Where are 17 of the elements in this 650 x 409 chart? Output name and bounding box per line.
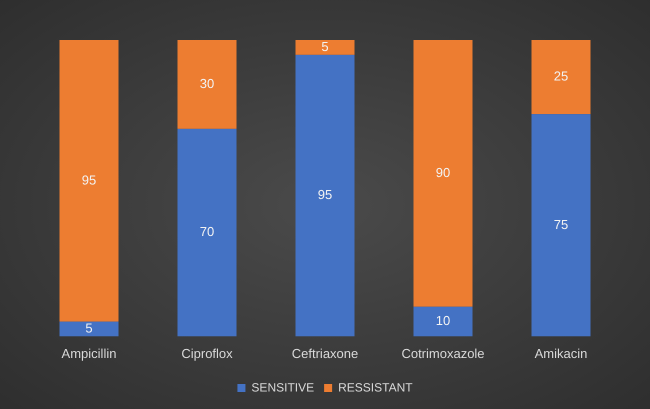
data-label: 5 [321,38,329,54]
data-label: 10 [436,313,450,328]
x-tick-label: Cotrimoxazole [401,346,485,361]
x-tick-label: Amikacin [534,346,588,361]
data-label: 95 [318,187,332,202]
data-label: 5 [85,320,93,336]
legend-label: SENSITIVE [251,380,314,394]
x-tick-label: Ceftriaxone [292,346,358,361]
x-tick-label: Ampicillin [62,346,116,361]
data-label: 95 [82,172,96,188]
data-label: 70 [200,224,214,240]
x-tick-label: Ciproflox [181,346,234,361]
data-label: 75 [554,216,568,232]
data-label: 90 [436,164,450,180]
data-label: 25 [554,68,568,84]
legend-label: RESSISTANT [338,380,414,394]
data-label: 30 [200,76,214,92]
